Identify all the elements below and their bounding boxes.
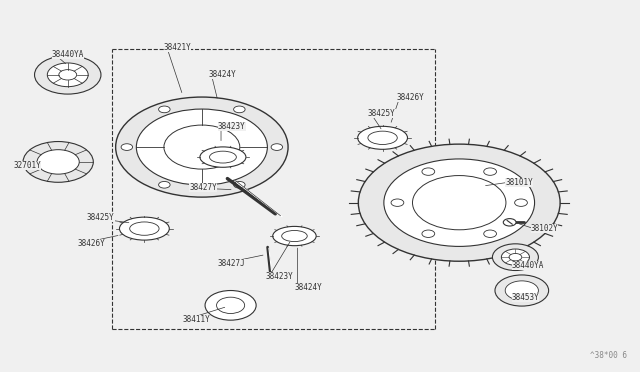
Circle shape [159,182,170,188]
Circle shape [121,144,132,150]
Circle shape [271,144,283,150]
Text: ^38*00 6: ^38*00 6 [589,351,627,360]
Circle shape [422,168,435,175]
Text: 38440YA: 38440YA [52,50,84,59]
Text: 38427Y: 38427Y [189,183,217,192]
Text: 38102Y: 38102Y [531,224,559,233]
Text: 38425Y: 38425Y [87,213,115,222]
Circle shape [492,244,538,270]
Ellipse shape [282,231,307,241]
Circle shape [413,176,506,230]
Circle shape [484,230,497,237]
Circle shape [116,97,288,197]
Circle shape [495,275,548,306]
Circle shape [505,281,538,300]
Circle shape [216,297,244,314]
Ellipse shape [200,147,246,167]
Text: 38424Y: 38424Y [294,283,322,292]
Circle shape [501,249,529,265]
Circle shape [23,141,93,182]
Circle shape [358,144,560,261]
Text: 38440YA: 38440YA [511,261,544,270]
Text: 38423Y: 38423Y [266,272,294,281]
Circle shape [391,199,404,206]
Text: 38426Y: 38426Y [77,239,105,248]
Circle shape [503,219,516,226]
Circle shape [164,125,240,169]
Circle shape [515,199,527,206]
Circle shape [384,159,534,246]
Circle shape [509,253,522,261]
Text: 38101Y: 38101Y [505,178,533,187]
Circle shape [59,70,77,80]
Text: 38421Y: 38421Y [164,42,191,51]
Circle shape [35,55,101,94]
Ellipse shape [130,222,159,235]
Ellipse shape [209,151,236,163]
Ellipse shape [358,126,408,149]
Text: 38427J: 38427J [218,259,246,268]
Text: 32701Y: 32701Y [13,161,41,170]
Circle shape [422,230,435,237]
Ellipse shape [273,227,316,246]
Circle shape [205,291,256,320]
Circle shape [234,182,245,188]
Circle shape [159,106,170,113]
Circle shape [37,150,79,174]
Circle shape [47,63,88,87]
Circle shape [136,109,268,185]
Text: 38425Y: 38425Y [368,109,396,118]
Text: 38453Y: 38453Y [511,293,540,302]
Circle shape [234,106,245,113]
Ellipse shape [120,217,170,240]
Text: 38423Y: 38423Y [218,122,246,131]
Text: 38424Y: 38424Y [208,70,236,79]
Text: 38426Y: 38426Y [397,93,424,102]
Text: 38411Y: 38411Y [182,315,211,324]
Ellipse shape [368,131,397,144]
Circle shape [484,168,497,175]
